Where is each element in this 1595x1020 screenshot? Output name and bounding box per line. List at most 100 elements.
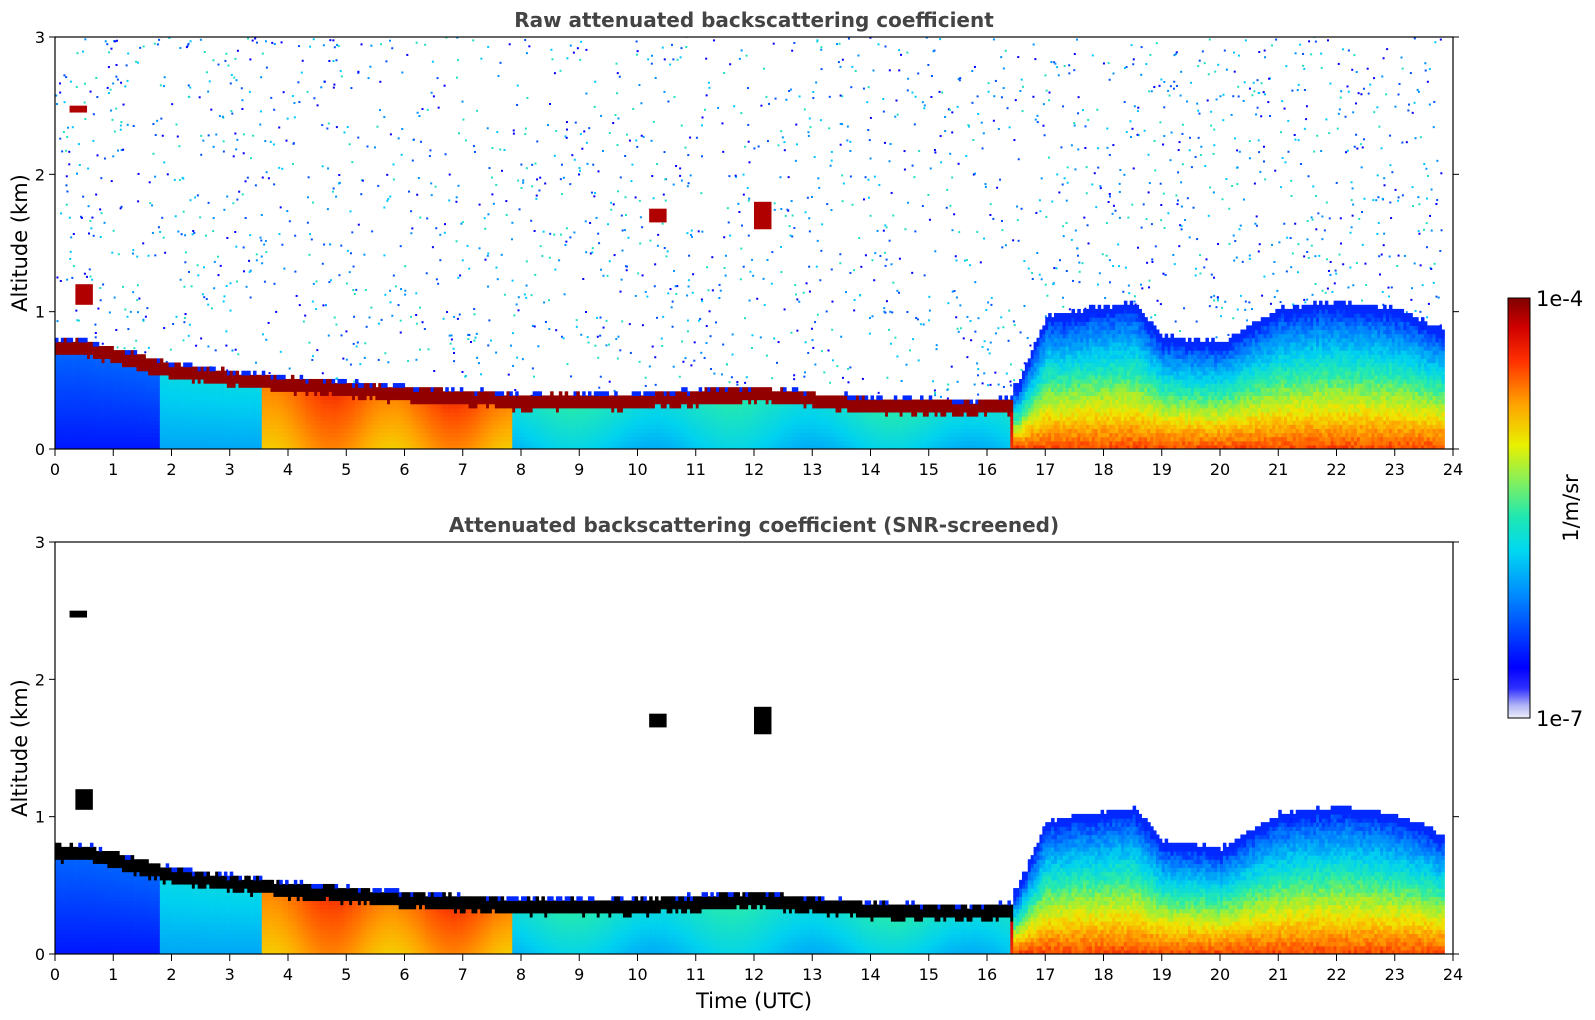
noise-speck	[224, 59, 227, 62]
noise-speck	[957, 162, 960, 165]
noise-speck	[495, 183, 498, 186]
noise-speck	[1073, 69, 1076, 72]
field-cell	[180, 440, 184, 446]
field-cell	[142, 391, 146, 397]
field-cell	[398, 383, 403, 388]
noise-speck	[1163, 106, 1166, 109]
noise-speck	[77, 143, 80, 146]
field-cell	[238, 440, 242, 446]
noise-speck	[1383, 33, 1385, 35]
noise-speck	[803, 375, 806, 378]
field-cell	[180, 411, 184, 417]
noise-speck	[849, 140, 852, 143]
noise-speck	[549, 103, 552, 106]
field-cell	[110, 358, 114, 364]
field-cell	[439, 428, 443, 434]
field-cell	[288, 436, 292, 442]
noise-speck	[1004, 49, 1007, 52]
field-cell	[194, 399, 199, 405]
noise-speck	[1069, 31, 1071, 33]
noise-speck	[119, 128, 122, 131]
field-cell	[369, 403, 374, 409]
noise-speck	[1108, 195, 1111, 198]
field-cell	[325, 428, 330, 434]
noise-speck	[1279, 186, 1282, 189]
field-cell	[209, 403, 213, 409]
field-cell	[133, 399, 138, 405]
field-cell	[188, 444, 193, 449]
field-cell	[130, 358, 135, 364]
noise-speck	[1051, 200, 1054, 203]
noise-speck	[174, 215, 177, 218]
field-cell	[477, 424, 481, 429]
field-cell	[101, 432, 106, 438]
noise-speck	[1045, 215, 1048, 218]
noise-speck	[1383, 184, 1386, 187]
noise-speck	[235, 280, 238, 283]
noise-speck	[934, 394, 937, 397]
noise-speck	[1039, 210, 1042, 213]
field-cell	[451, 428, 455, 434]
noise-speck	[249, 269, 252, 272]
noise-speck	[553, 72, 556, 75]
field-cell	[349, 403, 353, 409]
field-cell	[69, 383, 74, 388]
field-cell	[253, 403, 257, 409]
field-cell	[288, 424, 292, 429]
noise-speck	[175, 315, 178, 318]
field-cell	[127, 362, 132, 368]
field-cell	[424, 432, 429, 438]
noise-speck	[1279, 131, 1282, 134]
field-cell	[186, 407, 190, 413]
noise-speck	[136, 61, 139, 64]
field-cell	[127, 354, 132, 359]
noise-speck	[357, 33, 359, 35]
field-cell	[305, 407, 309, 413]
field-cell	[92, 374, 97, 380]
field-cell	[60, 346, 65, 351]
field-cell	[340, 407, 344, 413]
field-cell	[270, 436, 275, 442]
noise-speck	[476, 109, 479, 112]
field-cell	[253, 399, 257, 405]
noise-speck	[1248, 157, 1251, 160]
noise-speck	[1063, 177, 1066, 180]
field-cell	[410, 424, 414, 429]
field-cell	[107, 407, 111, 413]
field-cell	[110, 399, 114, 405]
field-cell	[398, 411, 403, 417]
field-cell	[174, 366, 178, 372]
field-cell	[95, 350, 100, 355]
field-cell	[84, 399, 88, 405]
noise-speck	[1303, 67, 1306, 70]
field-cell	[206, 444, 210, 449]
field-cell	[340, 424, 344, 429]
noise-speck	[1303, 127, 1306, 130]
noise-speck	[111, 118, 114, 121]
noise-speck	[497, 74, 500, 77]
field-cell	[84, 358, 88, 364]
noise-speck	[1269, 77, 1272, 80]
noise-speck	[1440, 172, 1443, 175]
field-cell	[290, 395, 295, 401]
noise-speck	[525, 52, 528, 55]
field-cell	[92, 407, 97, 413]
field-cell	[63, 395, 68, 401]
field-cell	[63, 424, 68, 429]
field-cell	[454, 391, 458, 397]
field-cell	[247, 395, 251, 401]
field-cell	[241, 387, 245, 392]
noise-speck	[163, 327, 166, 330]
noise-speck	[1153, 86, 1156, 89]
noise-speck	[810, 195, 813, 198]
field-cell	[104, 420, 109, 425]
noise-speck	[496, 278, 499, 281]
field-cell	[317, 395, 321, 401]
field-cell	[63, 436, 68, 442]
noise-speck	[791, 49, 794, 52]
field-cell	[264, 411, 269, 417]
field-cell	[421, 411, 426, 417]
field-cell	[75, 387, 79, 392]
field-cell	[95, 391, 100, 397]
field-cell	[168, 444, 173, 449]
